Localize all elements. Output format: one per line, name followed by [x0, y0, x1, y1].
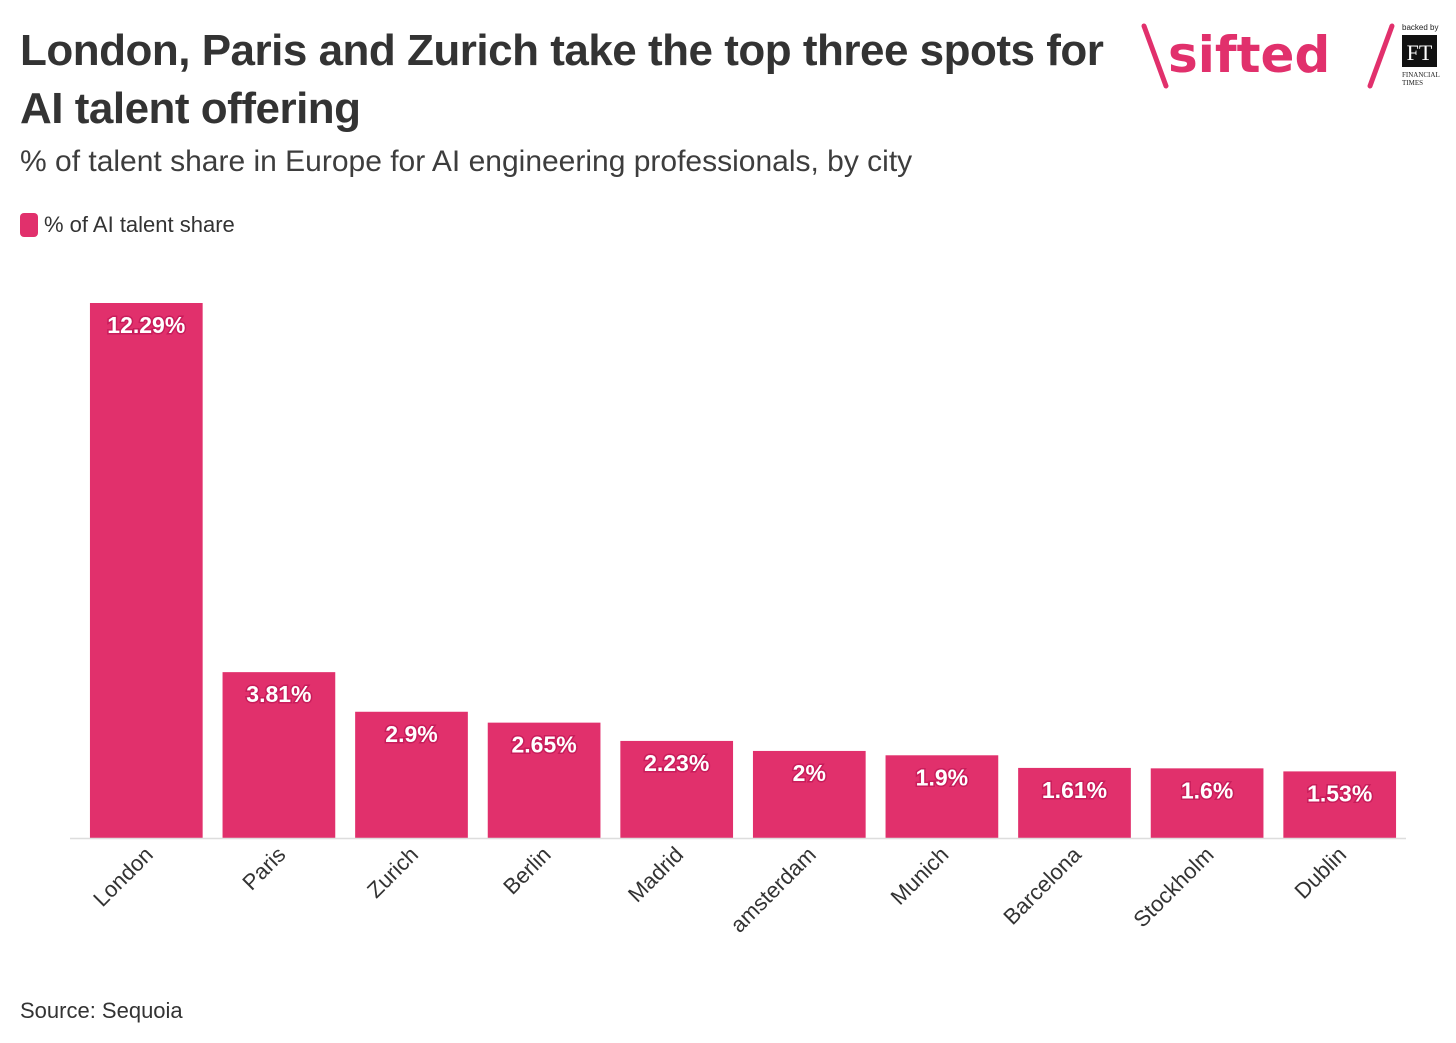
chart-title: London, Paris and Zurich take the top th…	[20, 26, 1104, 133]
ft-mark: FT	[1407, 40, 1433, 65]
ft-logo-icon	[1402, 35, 1437, 67]
bar-paris	[222, 672, 336, 838]
legend-label: % of AI talent share	[44, 212, 235, 237]
data-label-berlin: 2.65%	[511, 732, 576, 758]
bar-munich	[885, 755, 999, 838]
x-tick-label-dublin: Dublin	[1289, 842, 1351, 904]
x-tick-label-amsterdam: amsterdam	[725, 842, 820, 937]
data-label-stockholm: 1.6%	[1181, 777, 1233, 803]
x-tick-label-zurich: Zurich	[362, 842, 423, 903]
bar-london	[89, 303, 203, 838]
ft-line2: TIMES	[1402, 79, 1423, 87]
chart-subtitle: % of talent share in Europe for AI engin…	[20, 145, 913, 178]
sifted-wordmark: sifted	[1168, 26, 1330, 84]
data-label-munich: 1.9%	[916, 764, 968, 790]
data-label-barcelona: 1.61%	[1042, 777, 1107, 803]
backed-by-label: backed by	[1402, 23, 1438, 32]
data-label-amsterdam: 2%	[793, 760, 826, 786]
x-tick-label-berlin: Berlin	[498, 842, 555, 899]
data-label-zurich: 2.9%	[385, 721, 437, 747]
legend-swatch	[20, 213, 38, 237]
x-tick-label-stockholm: Stockholm	[1128, 842, 1218, 932]
data-label-madrid: 2.23%	[644, 750, 709, 776]
sifted-logo-icon: sifted backed by FT FINANCIAL TIMES	[1141, 23, 1440, 89]
chart-legend: % of AI talent share	[20, 210, 235, 240]
bar-stockholm	[1150, 768, 1264, 838]
source-note: Source: Sequoia	[20, 998, 183, 1023]
bar-madrid	[620, 740, 734, 838]
bar-barcelona	[1018, 767, 1131, 838]
data-label-london: 12.29%	[107, 312, 185, 338]
x-tick-label-london: London	[88, 842, 158, 912]
x-tick-label-barcelona: Barcelona	[998, 841, 1086, 929]
bar-dublin	[1283, 771, 1397, 838]
x-tick-label-paris: Paris	[237, 842, 290, 895]
bar-amsterdam	[752, 750, 866, 838]
data-label-dublin: 1.53%	[1307, 780, 1372, 806]
bar-zurich	[355, 711, 468, 838]
x-tick-label-madrid: Madrid	[623, 842, 688, 907]
x-tick-label-munich: Munich	[886, 842, 954, 910]
sifted-ft-logo: sifted backed by FT FINANCIAL TIMES	[1140, 18, 1440, 94]
bar-berlin	[487, 722, 601, 838]
data-label-paris: 3.81%	[246, 681, 311, 707]
ft-line1: FINANCIAL	[1402, 71, 1440, 79]
